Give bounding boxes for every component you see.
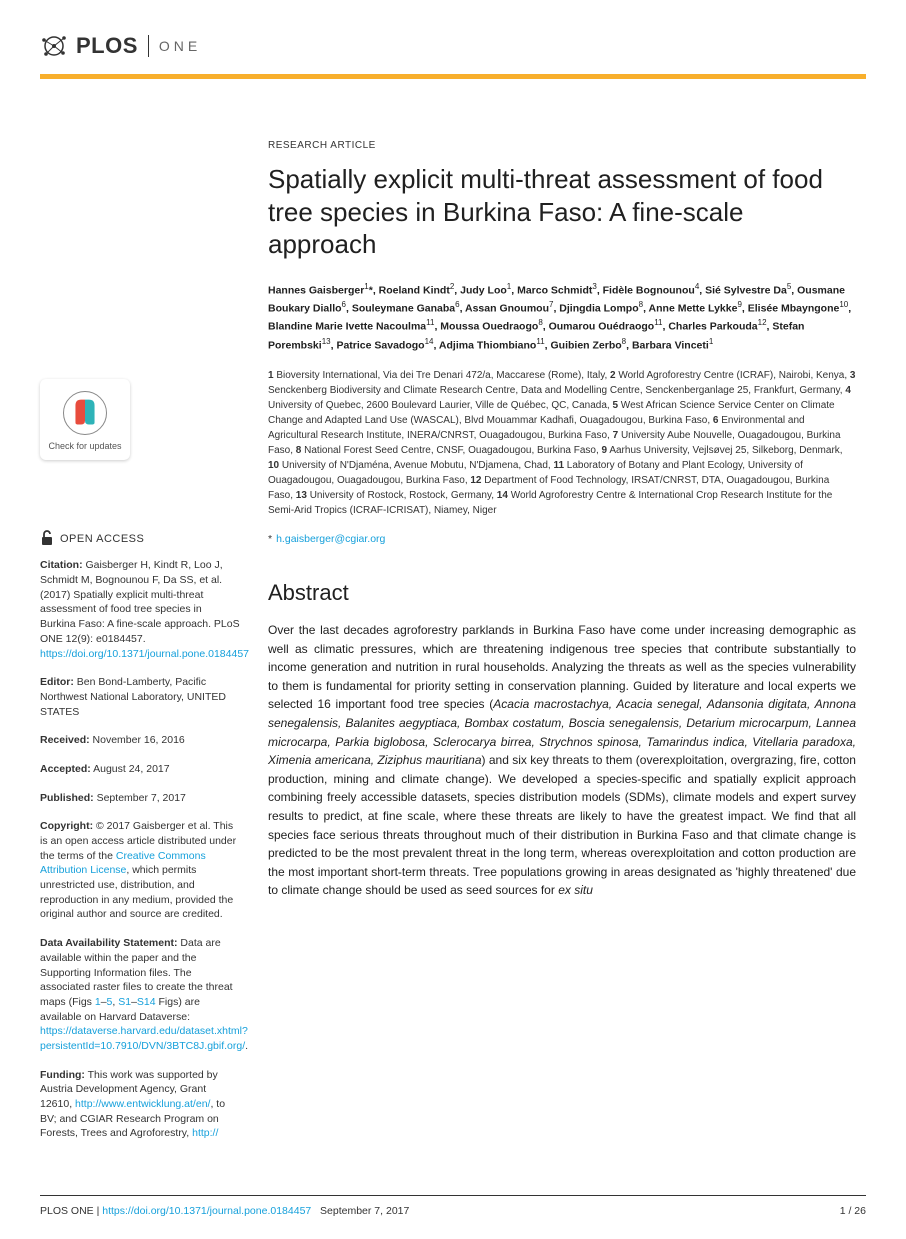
header-rule	[40, 74, 866, 79]
editor-label: Editor:	[40, 676, 74, 688]
citation-doi-link[interactable]: https://doi.org/10.1371/journal.pone.018…	[40, 648, 249, 660]
published-label: Published:	[40, 792, 94, 804]
data-label: Data Availability Statement:	[40, 937, 178, 949]
accepted-block: Accepted: August 24, 2017	[40, 762, 240, 777]
fig-link-s14[interactable]: S14	[137, 996, 156, 1008]
funding-link-2[interactable]: http://	[192, 1127, 218, 1139]
citation-block: Citation: Gaisberger H, Kindt R, Loo J, …	[40, 558, 240, 661]
sidebar: Check for updates OPEN ACCESS Citation: …	[40, 139, 240, 1155]
lock-icon	[40, 530, 54, 551]
main-content: RESEARCH ARTICLE Spatially explicit mult…	[268, 139, 866, 1155]
asterisk-icon: *	[268, 533, 272, 545]
article-title: Spatially explicit multi-threat assessme…	[268, 163, 856, 261]
published-block: Published: September 7, 2017	[40, 791, 240, 806]
copyright-block: Copyright: © 2017 Gaisberger et al. This…	[40, 819, 240, 922]
abstract-heading: Abstract	[268, 577, 856, 609]
ex-situ-term: ex situ	[558, 883, 593, 897]
received-block: Received: November 16, 2016	[40, 733, 240, 748]
footer-journal: PLOS ONE |	[40, 1205, 102, 1217]
abstract-text: Over the last decades agroforestry parkl…	[268, 621, 856, 900]
dataverse-link[interactable]: https://dataverse.harvard.edu/dataset.xh…	[40, 1025, 248, 1052]
data-availability-block: Data Availability Statement: Data are av…	[40, 936, 240, 1054]
page-footer: PLOS ONE | https://doi.org/10.1371/journ…	[40, 1195, 866, 1219]
received-text: November 16, 2016	[90, 734, 185, 746]
logo-separator	[148, 35, 149, 57]
check-updates-label: Check for updates	[48, 441, 122, 452]
citation-label: Citation:	[40, 559, 83, 571]
journal-subtitle: ONE	[159, 36, 201, 56]
published-text: September 7, 2017	[94, 792, 186, 804]
affiliations: 1 Bioversity International, Via dei Tre …	[268, 368, 856, 518]
corresponding-author: * h.gaisberger@cgiar.org	[268, 532, 856, 547]
accepted-text: August 24, 2017	[91, 763, 170, 775]
copyright-label: Copyright:	[40, 820, 93, 832]
footer-doi-link[interactable]: https://doi.org/10.1371/journal.pone.018…	[102, 1205, 311, 1217]
crossmark-icon	[63, 391, 107, 435]
plos-logo-icon	[40, 32, 68, 60]
accepted-label: Accepted:	[40, 763, 91, 775]
footer-date: September 7, 2017	[320, 1205, 409, 1217]
editor-block: Editor: Ben Bond-Lamberty, Pacific North…	[40, 675, 240, 719]
page-number: 1 / 26	[840, 1204, 866, 1219]
author-list: Hannes Gaisberger1*, Roeland Kindt2, Jud…	[268, 281, 856, 354]
funding-link-1[interactable]: http://www.entwicklung.at/en/	[75, 1098, 210, 1110]
corr-email-link[interactable]: h.gaisberger@cgiar.org	[276, 533, 385, 545]
funding-label: Funding:	[40, 1069, 85, 1081]
citation-text: Gaisberger H, Kindt R, Loo J, Schmidt M,…	[40, 559, 240, 644]
journal-header: PLOS ONE	[40, 30, 866, 70]
open-access-label: OPEN ACCESS	[60, 532, 144, 547]
check-updates-button[interactable]: Check for updates	[40, 379, 130, 460]
journal-logo-text: PLOS	[76, 30, 138, 62]
received-label: Received:	[40, 734, 90, 746]
article-type: RESEARCH ARTICLE	[268, 139, 856, 154]
fig-link-s1[interactable]: S1	[118, 996, 131, 1008]
funding-block: Funding: This work was supported by Aust…	[40, 1068, 240, 1141]
